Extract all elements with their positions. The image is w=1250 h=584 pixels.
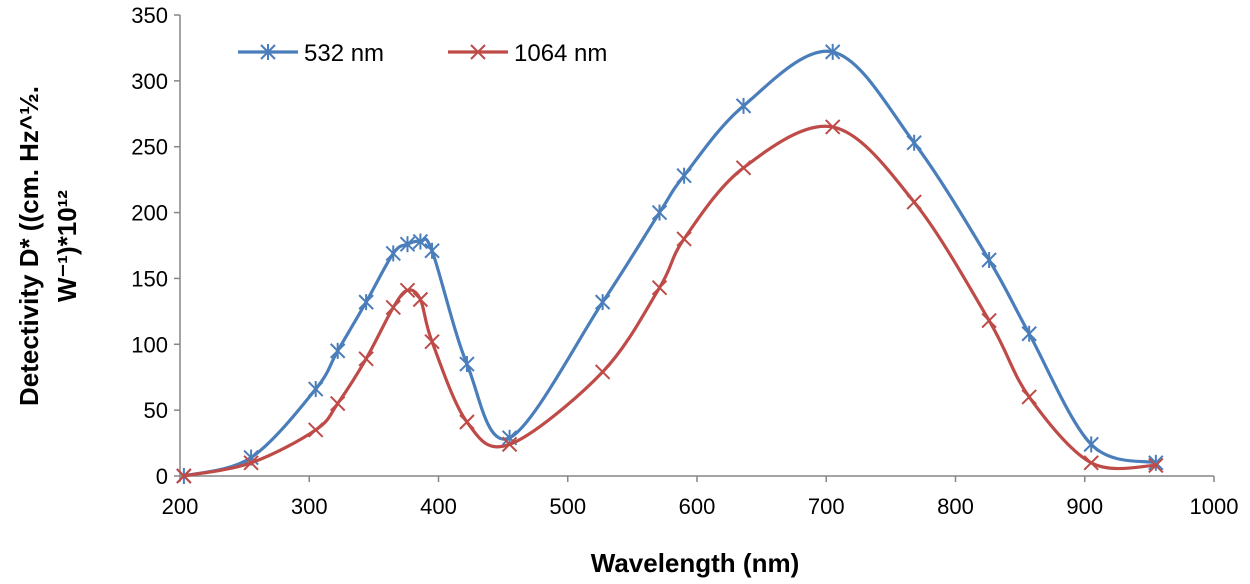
data-point <box>735 160 752 176</box>
data-point-stroke <box>735 160 752 176</box>
data-point <box>676 231 692 247</box>
data-point <box>501 436 518 453</box>
series-1 <box>176 43 1164 484</box>
data-point <box>906 134 922 151</box>
data-point-stroke <box>594 364 611 380</box>
x-axis-title: Wavelength (nm) <box>591 548 799 578</box>
data-point <box>676 167 692 184</box>
data-point <box>1021 325 1037 342</box>
data-point <box>1021 389 1037 405</box>
data-point-stroke <box>412 291 429 308</box>
y-tick-label: 0 <box>156 464 168 489</box>
y-tick-label: 150 <box>131 266 168 291</box>
data-point <box>424 242 440 259</box>
y-tick-label: 300 <box>131 69 168 94</box>
y-axis-title-line2: W⁻¹)*10¹² <box>52 190 82 302</box>
data-point <box>981 251 997 268</box>
x-tick-label: 1000 <box>1190 494 1239 519</box>
data-point <box>399 236 416 253</box>
data-point-stroke <box>676 231 692 247</box>
data-point <box>385 245 401 262</box>
data-point <box>176 468 192 484</box>
legend-label: 532 nm <box>304 40 384 67</box>
data-point <box>424 333 440 350</box>
series-line <box>183 124 1156 478</box>
x-tick-label: 200 <box>162 494 199 519</box>
legend-marker <box>470 44 486 60</box>
x-tick-label: 500 <box>549 494 586 519</box>
data-point-stroke <box>385 299 401 316</box>
data-point <box>981 312 997 329</box>
data-point <box>308 381 324 398</box>
y-tick-label: 200 <box>131 201 168 226</box>
data-point-stroke <box>1148 457 1164 474</box>
series-layer <box>176 43 1164 484</box>
data-point-stroke <box>825 119 841 135</box>
data-point-stroke <box>459 414 475 430</box>
data-point <box>825 43 841 60</box>
data-point <box>825 119 841 135</box>
y-tick-label: 350 <box>131 3 168 28</box>
data-point <box>399 282 416 298</box>
data-point <box>594 294 611 311</box>
x-tick-label: 900 <box>1066 494 1103 519</box>
data-point-stroke <box>1021 389 1037 405</box>
y-tick-label: 100 <box>131 332 168 357</box>
data-point <box>906 194 922 210</box>
y-axis-title-line1: Detectivity D* ((cm. Hz^½. <box>14 86 44 406</box>
x-tick-label: 300 <box>291 494 328 519</box>
y-tick-label: 50 <box>144 398 168 423</box>
data-point <box>1083 436 1099 453</box>
data-point-stroke <box>906 194 922 210</box>
data-point <box>594 364 611 380</box>
x-tick-label: 700 <box>808 494 845 519</box>
data-point <box>459 356 475 373</box>
series-line <box>183 49 1157 478</box>
axes: 0 50 100 150 200 250 300 350 200 300 400 500 600 700 8… <box>131 3 1238 519</box>
data-point <box>329 342 346 359</box>
data-point <box>329 395 346 412</box>
data-point <box>308 422 324 438</box>
legend-item-1: 532 nm <box>238 40 384 67</box>
data-point <box>651 279 668 296</box>
data-point-stroke <box>651 279 668 296</box>
x-tick-label: 400 <box>420 494 457 519</box>
legend-marker <box>260 44 276 60</box>
data-point <box>358 294 374 311</box>
legend: 532 nm 1064 nm <box>238 40 607 67</box>
legend-label: 1064 nm <box>514 40 607 67</box>
data-point <box>735 97 752 114</box>
data-point <box>651 204 668 221</box>
data-point <box>1083 455 1099 471</box>
data-point-stroke <box>424 333 440 350</box>
data-point <box>243 455 259 471</box>
data-point-stroke <box>399 282 416 298</box>
data-point <box>385 299 401 316</box>
data-point-stroke <box>176 468 192 484</box>
data-point <box>412 291 429 308</box>
legend-marker-stroke <box>470 44 486 60</box>
data-point-stroke <box>329 395 346 412</box>
series-2 <box>176 119 1164 484</box>
data-point-stroke <box>243 455 259 471</box>
data-point-stroke <box>308 422 324 438</box>
data-point-stroke <box>501 436 518 453</box>
data-point-stroke <box>981 312 997 329</box>
data-point-stroke <box>1083 455 1099 471</box>
x-tick-label: 600 <box>679 494 716 519</box>
data-point <box>459 414 475 430</box>
data-point <box>412 233 429 250</box>
data-point <box>1148 454 1164 471</box>
x-tick-label: 800 <box>937 494 974 519</box>
data-point <box>1148 457 1164 474</box>
data-point <box>358 351 374 367</box>
y-tick-label: 250 <box>131 135 168 160</box>
data-point-stroke <box>358 351 374 367</box>
legend-item-2: 1064 nm <box>448 40 607 67</box>
